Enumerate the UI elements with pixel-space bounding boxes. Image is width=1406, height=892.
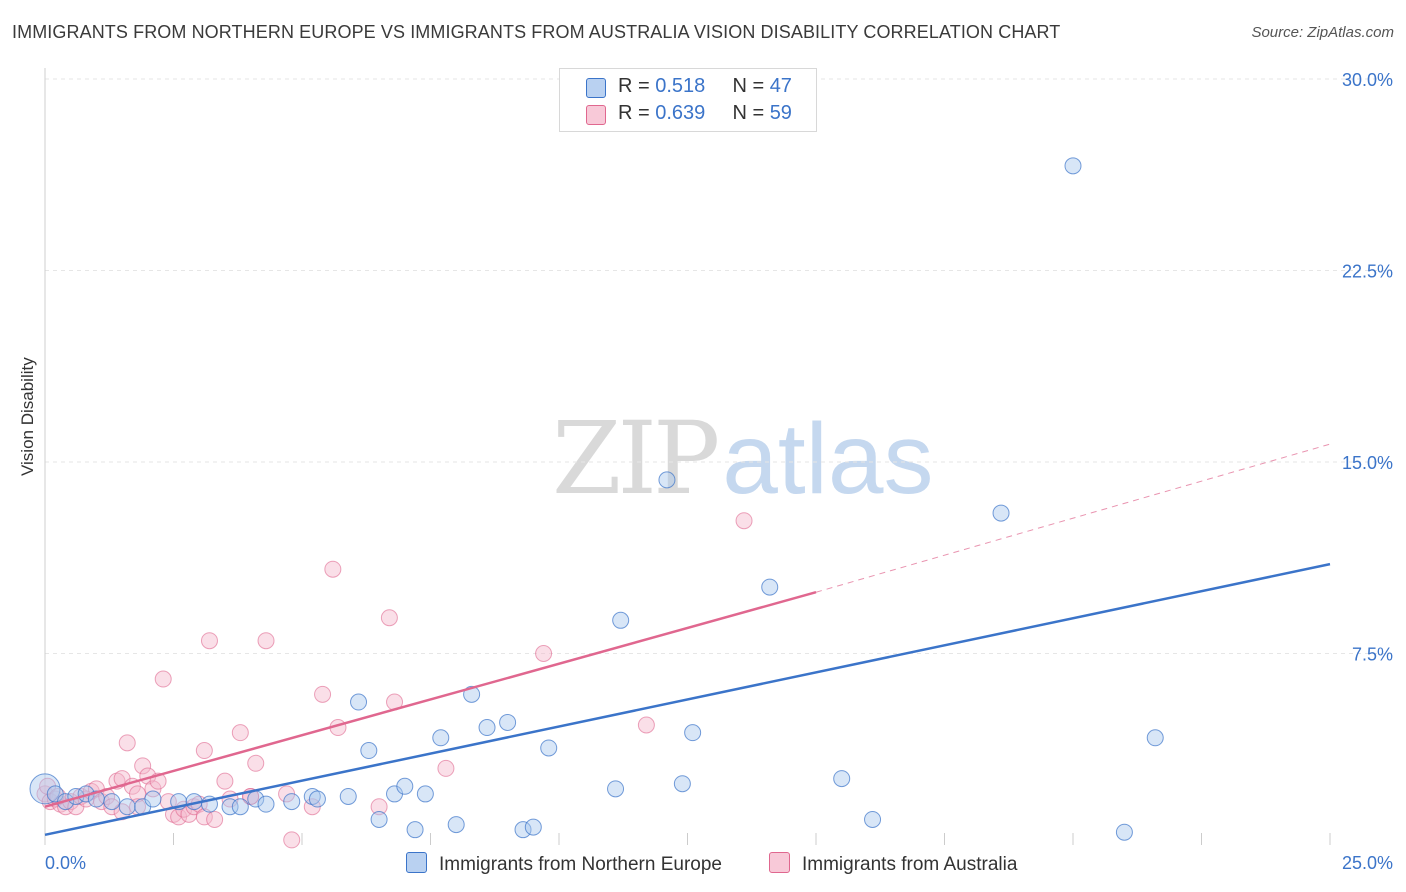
data-point-northern-europe [221, 798, 239, 816]
legend-n-label: N = [732, 75, 765, 97]
data-point-australia [93, 793, 111, 811]
data-point-australia [103, 798, 121, 816]
data-point-northern-europe [992, 504, 1010, 522]
data-point-northern-europe [761, 578, 779, 596]
data-point-northern-europe [447, 816, 465, 834]
tick-labels: 7.5% 15.0% 22.5% 30.0% 0.0% 25.0% [45, 70, 1393, 873]
data-point-northern-europe [118, 798, 136, 816]
y-tick-label: 22.5% [1342, 262, 1393, 282]
correlation-legend: R = 0.518 N = 47 R = 0.639 N = 59 [559, 68, 817, 132]
data-point-australia [637, 716, 655, 734]
legend-r-label: R = [618, 102, 650, 124]
trend-line-australia [44, 591, 817, 808]
data-point-australia [165, 805, 182, 823]
data-point-northern-europe [612, 611, 630, 629]
data-point-northern-europe [673, 775, 691, 793]
data-point-northern-europe [684, 724, 702, 742]
watermark-zip: ZIP [552, 400, 720, 517]
data-point-australia [200, 632, 218, 650]
data-point-australia [118, 734, 136, 752]
data-point-northern-europe [339, 787, 357, 805]
chart-title: IMMIGRANTS FROM NORTHERN EUROPE VS IMMIG… [12, 22, 1061, 42]
data-point-northern-europe [350, 693, 368, 711]
data-point-australia [283, 831, 301, 849]
bottom-legend-australia: Immigrants from Australia [769, 852, 1017, 876]
data-point-australia [735, 512, 753, 530]
bottom-legend-label: Immigrants from Australia [802, 854, 1018, 875]
data-point-northern-europe [144, 790, 162, 808]
data-point-australia [380, 609, 398, 627]
data-point-northern-europe [29, 773, 61, 805]
watermark-atlas: atlas [722, 403, 934, 515]
legend-n-label: N = [732, 102, 765, 124]
data-point-northern-europe [416, 785, 434, 803]
data-point-northern-europe [308, 790, 326, 808]
data-point-northern-europe [864, 810, 882, 828]
data-point-australia [324, 560, 342, 578]
trend-line-australia-extension [815, 443, 1331, 593]
data-point-australia [437, 759, 455, 777]
data-point-australia [314, 685, 332, 703]
y-tick-label: 30.0% [1342, 70, 1393, 90]
series-northern-europe-points [29, 157, 1164, 841]
data-point-northern-europe [283, 793, 301, 811]
legend-r-value: 0.518 [655, 75, 706, 97]
data-point-australia [535, 645, 553, 662]
axes [44, 68, 1331, 845]
data-point-australia [134, 757, 152, 775]
data-point-northern-europe [103, 793, 121, 811]
data-point-australia [206, 810, 224, 828]
data-point-australia [195, 742, 213, 760]
x-tick-label: 0.0% [45, 853, 86, 873]
data-point-northern-europe [658, 471, 676, 489]
trend-lines [44, 443, 1331, 837]
bottom-legend-swatch-blue [406, 852, 427, 873]
legend-n-value: 59 [769, 102, 792, 124]
data-point-northern-europe [524, 818, 542, 836]
legend-r-value: 0.639 [655, 102, 706, 124]
data-point-australia [154, 670, 172, 688]
legend-n-value: 47 [769, 75, 792, 97]
data-point-northern-europe [478, 719, 496, 737]
bottom-legend-northern-europe: Immigrants from Northern Europe [406, 852, 722, 876]
data-point-northern-europe [432, 729, 450, 747]
trend-line-northern-europe [44, 562, 1331, 837]
data-point-australia [129, 785, 147, 803]
watermark: ZIPatlas [552, 400, 934, 517]
data-point-australia [216, 772, 234, 790]
data-point-northern-europe [1115, 823, 1133, 841]
data-point-northern-europe [370, 810, 388, 828]
data-point-australia [370, 798, 388, 816]
legend-swatch-blue [586, 78, 606, 98]
y-tick-label: 7.5% [1352, 645, 1393, 665]
bottom-legend-swatch-pink [769, 852, 790, 873]
data-point-northern-europe [396, 777, 414, 795]
bottom-legend-label: Immigrants from Northern Europe [439, 854, 722, 875]
data-point-northern-europe [514, 821, 532, 839]
x-tick-label: 25.0% [1342, 853, 1393, 873]
data-point-northern-europe [406, 821, 424, 839]
legend-swatch-pink [586, 105, 606, 125]
data-point-australia [231, 724, 249, 742]
y-tick-label: 15.0% [1342, 453, 1393, 473]
legend-r-label: R = [618, 75, 650, 97]
grid-lines [45, 78, 1392, 654]
source-label: Source: ZipAtlas.com [1251, 24, 1394, 41]
data-point-northern-europe [833, 770, 851, 788]
data-point-northern-europe [540, 739, 558, 757]
data-point-northern-europe [1146, 729, 1164, 747]
data-point-australia [247, 754, 265, 772]
data-point-northern-europe [257, 795, 275, 813]
data-point-northern-europe [360, 742, 378, 760]
data-point-northern-europe [607, 780, 625, 798]
data-point-northern-europe [499, 713, 517, 731]
data-point-australia [257, 632, 275, 650]
data-point-northern-europe [1064, 157, 1082, 175]
data-point-northern-europe [303, 787, 321, 805]
data-point-northern-europe [231, 798, 249, 816]
data-point-australia [195, 808, 213, 826]
